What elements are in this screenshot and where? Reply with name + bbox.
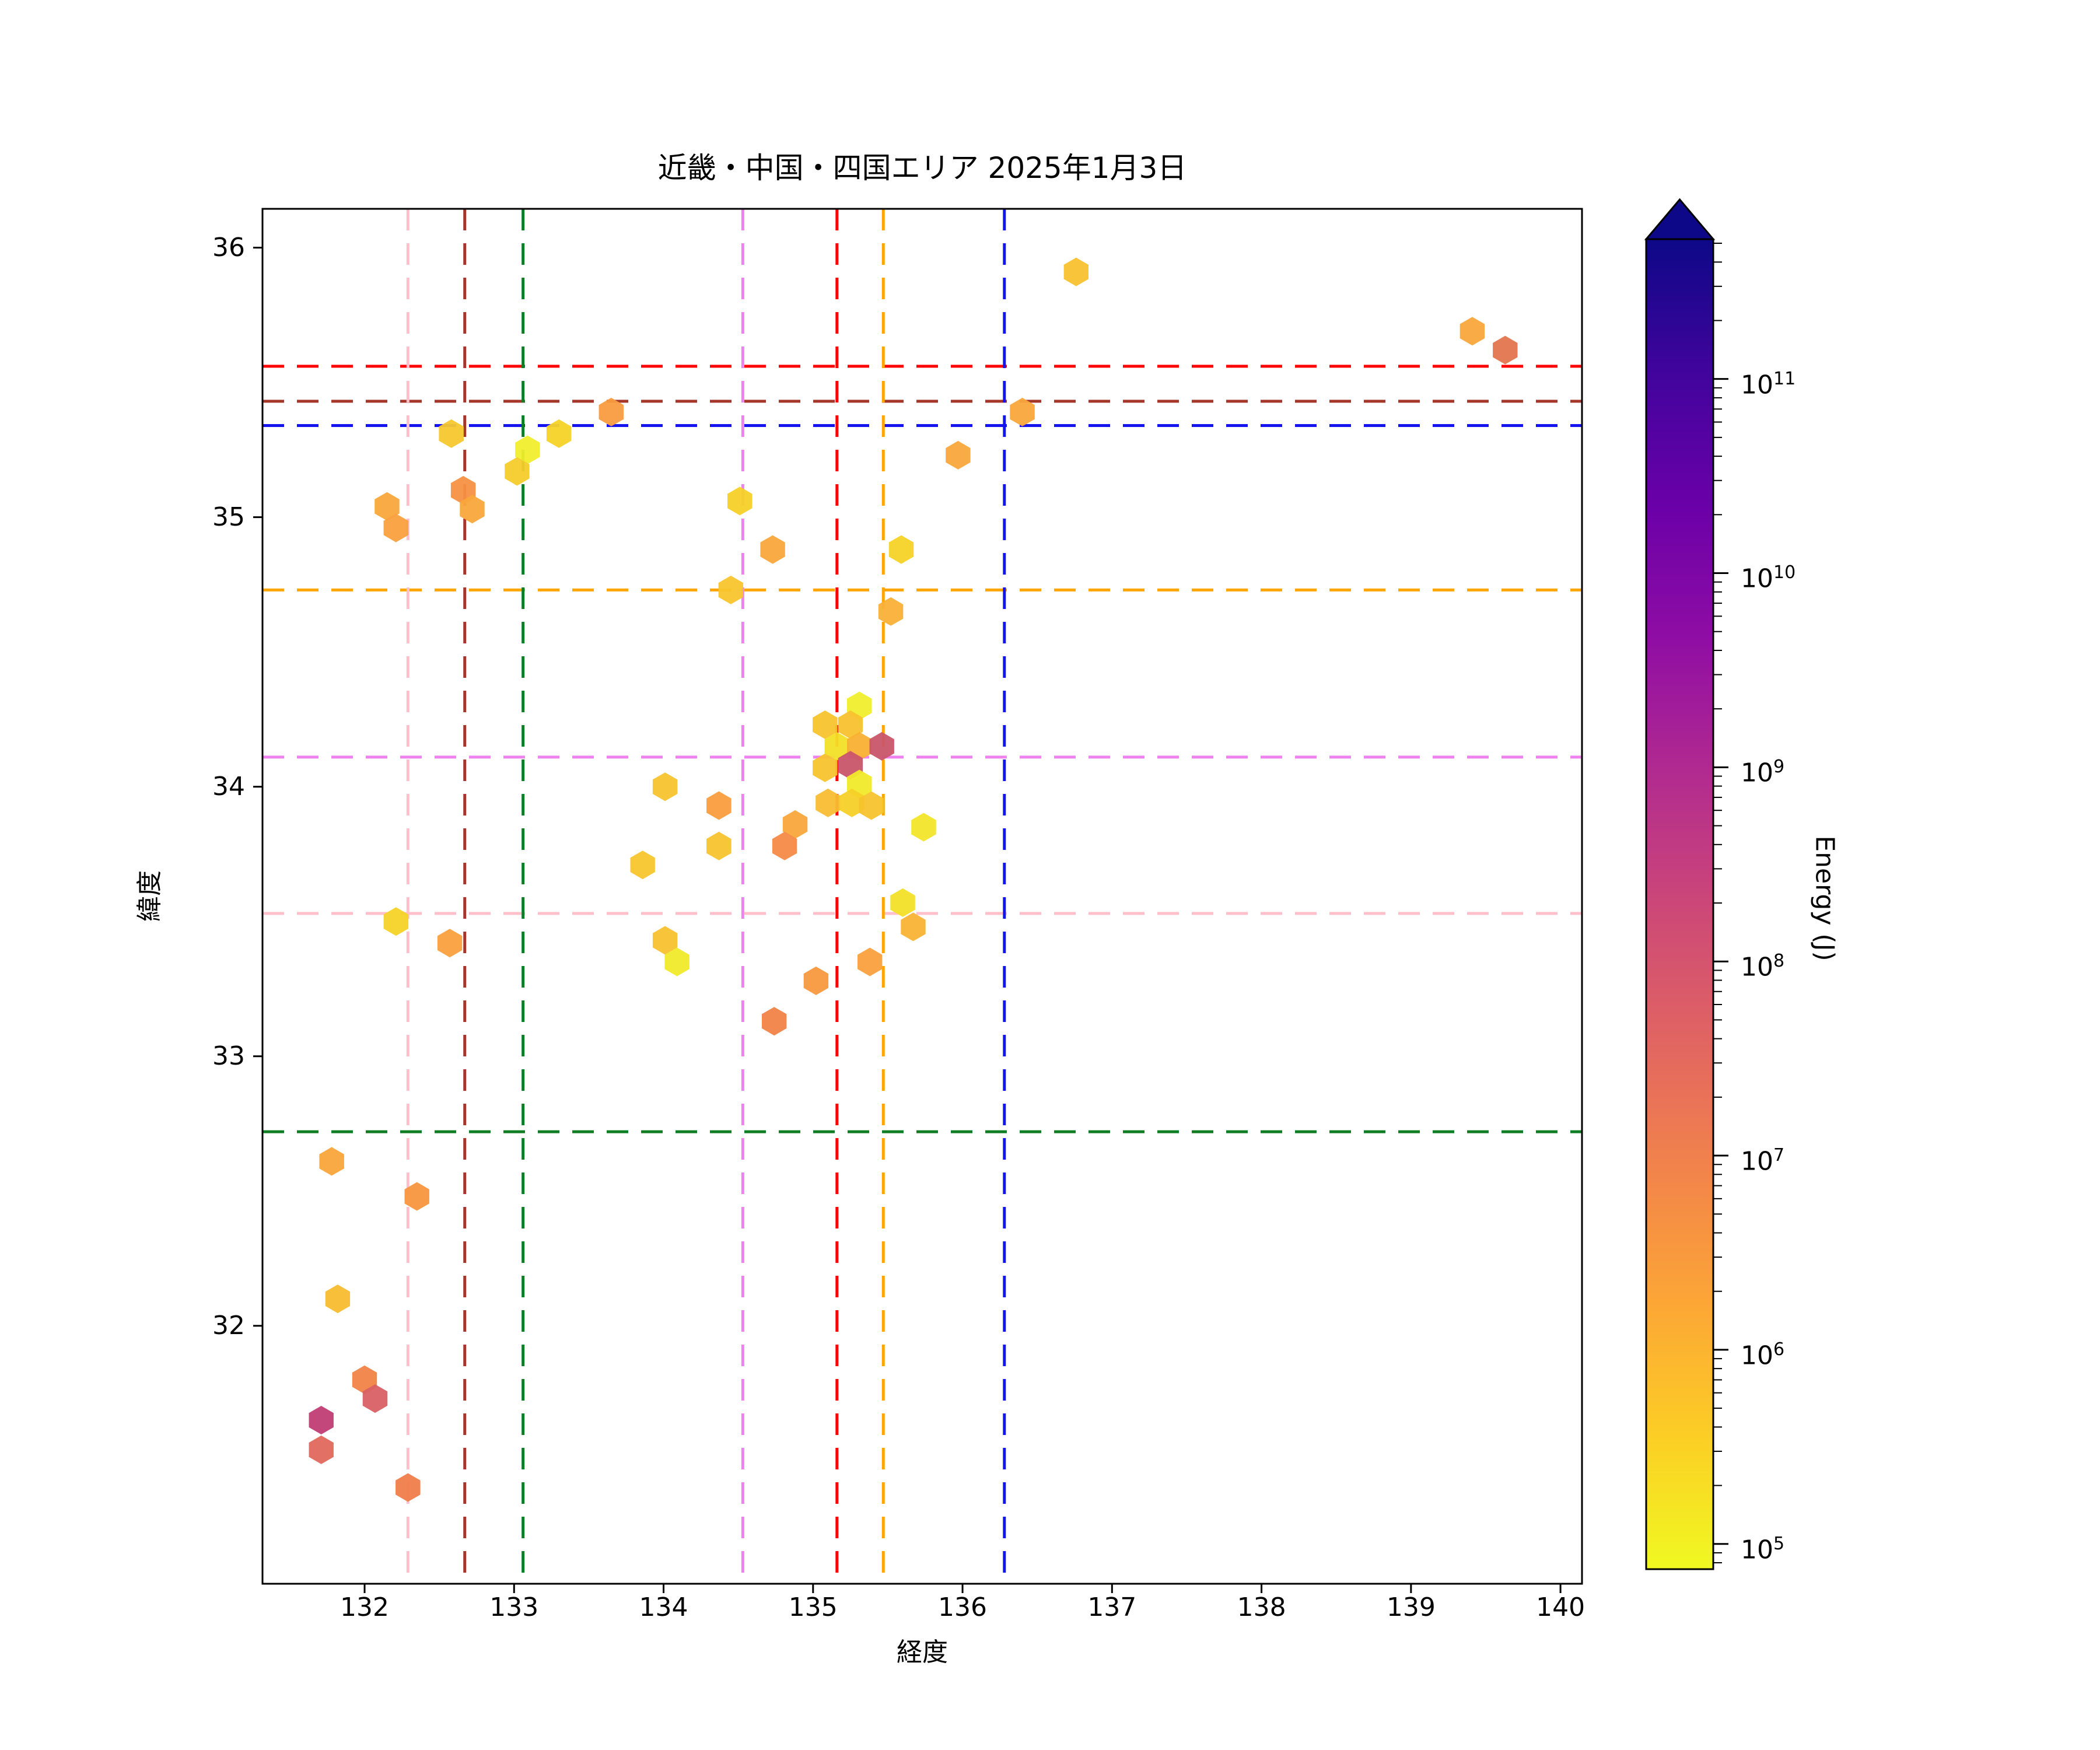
data-point-hexagon — [782, 810, 808, 839]
data-point-hexagon — [760, 535, 785, 564]
data-point-hexagon — [1460, 317, 1485, 346]
data-point-hexagon — [838, 710, 863, 739]
y-tick-label: 33 — [212, 1041, 245, 1071]
x-tick-label: 137 — [1087, 1592, 1137, 1622]
colorbar-tick-label: 1011 — [1741, 368, 1796, 400]
data-point-hexagon — [803, 966, 829, 995]
data-point-hexagon — [816, 788, 841, 817]
data-point-hexagon — [362, 1384, 388, 1413]
colorbar — [1645, 238, 1714, 1570]
data-point-hexagon — [325, 1284, 351, 1314]
colorbar-extend-arrow — [1644, 198, 1716, 240]
guide-lines — [262, 209, 1582, 1584]
x-tick-label: 139 — [1386, 1592, 1436, 1622]
y-tick-label: 36 — [212, 232, 245, 262]
data-point-hexagon — [404, 1182, 429, 1211]
data-point-hexagon — [309, 1435, 334, 1464]
data-point-hexagon — [630, 850, 655, 880]
data-point-hexagon — [706, 791, 732, 820]
data-point-hexagon — [505, 457, 530, 486]
data-point-hexagon — [890, 888, 915, 917]
data-point-hexagon — [706, 831, 732, 860]
data-point-hexagon — [946, 440, 971, 470]
data-point-hexagon — [824, 732, 849, 761]
y-tick-label: 32 — [212, 1310, 245, 1340]
data-point-hexagon — [1493, 335, 1518, 365]
data-point-hexagon — [1010, 397, 1035, 426]
data-point-hexagon — [727, 487, 752, 516]
colorbar-tick-label: 105 — [1741, 1533, 1785, 1565]
data-point-hexagon — [437, 929, 463, 958]
data-point-hexagon — [309, 1406, 334, 1434]
data-point-hexagon — [383, 513, 409, 542]
data-point-hexagon — [858, 947, 883, 977]
data-point-hexagon — [901, 912, 926, 942]
colorbar-tick-label: 107 — [1741, 1145, 1785, 1177]
data-point-hexagon — [1063, 257, 1088, 286]
x-tick-label: 136 — [938, 1592, 988, 1622]
data-point-hexagon — [888, 535, 914, 564]
y-tick-label: 35 — [212, 502, 245, 532]
data-point-hexagon — [762, 1007, 787, 1036]
colorbar-tick-label: 1010 — [1741, 562, 1796, 594]
data-point-hexagon — [515, 435, 540, 464]
x-tick-label: 138 — [1237, 1592, 1286, 1622]
colorbar-label: Energy (J) — [1810, 835, 1840, 961]
data-point-hexagon — [878, 597, 904, 626]
data-point-hexagon — [652, 926, 678, 955]
data-point-hexagon — [652, 772, 678, 802]
axes-spines — [261, 208, 1583, 1585]
data-points — [309, 257, 1518, 1502]
data-point-hexagon — [718, 575, 744, 604]
colorbar-tick-label: 108 — [1741, 951, 1785, 982]
colorbar-tick-label: 109 — [1741, 757, 1785, 788]
y-axis-label: 緯度 — [135, 870, 164, 922]
data-point-hexagon — [396, 1473, 421, 1502]
data-point-hexagon — [772, 831, 797, 860]
data-point-hexagon — [664, 947, 690, 977]
data-point-hexagon — [319, 1147, 344, 1176]
data-point-hexagon — [546, 419, 572, 448]
x-tick-label: 135 — [788, 1592, 838, 1622]
data-point-hexagon — [813, 753, 838, 782]
data-point-hexagon — [374, 492, 400, 521]
x-tick-label: 133 — [489, 1592, 539, 1622]
x-tick-label: 132 — [340, 1592, 389, 1622]
data-point-hexagon — [859, 791, 884, 820]
data-point-hexagon — [598, 397, 624, 426]
data-point-hexagon — [911, 813, 936, 842]
data-point-hexagon — [439, 419, 464, 448]
data-point-hexagon — [813, 710, 838, 739]
chart-title: 近畿・中国・四国エリア 2025年1月3日 — [657, 151, 1187, 185]
x-tick-label: 134 — [639, 1592, 688, 1622]
data-point-hexagon — [839, 788, 864, 817]
y-tick-label: 34 — [212, 771, 245, 802]
data-point-hexagon — [460, 495, 485, 524]
colorbar-tick-label: 106 — [1741, 1339, 1785, 1371]
x-tick-label: 140 — [1536, 1592, 1586, 1622]
data-point-hexagon — [869, 732, 894, 761]
data-point-hexagon — [383, 907, 409, 936]
x-axis-label: 経度 — [897, 1637, 948, 1667]
